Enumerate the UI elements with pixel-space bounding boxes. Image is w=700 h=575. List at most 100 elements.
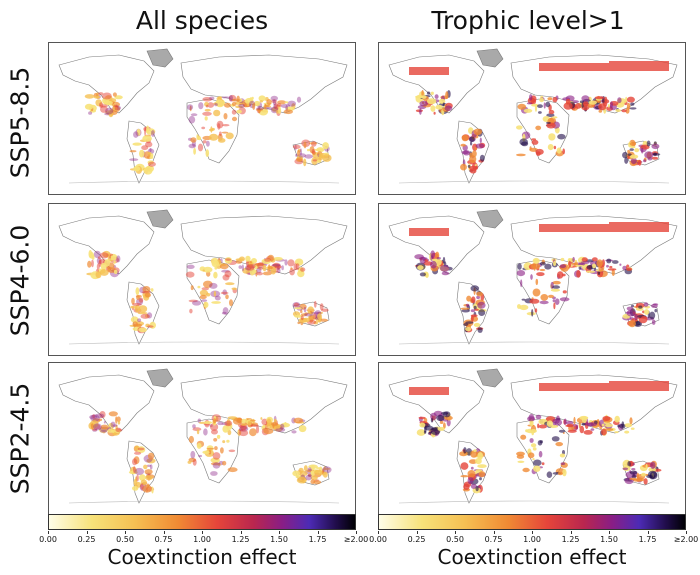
coextinction-patch	[552, 299, 556, 303]
colorbar-tick-label: 1.50	[270, 535, 288, 544]
coextinction-patch	[116, 255, 121, 263]
coextinction-patch	[594, 96, 605, 100]
coextinction-patch	[262, 106, 273, 110]
coextinction-patch	[317, 313, 322, 320]
coextinction-patch	[538, 424, 548, 429]
coextinction-patch	[603, 102, 608, 107]
coextinction-patch	[143, 166, 153, 175]
colorbar-right	[378, 514, 686, 530]
coextinction-patch	[629, 141, 637, 146]
coextinction-patch	[318, 318, 321, 323]
colorbar-tick-mark	[317, 531, 319, 534]
coextinction-patch	[280, 422, 290, 428]
coextinction-patch	[84, 103, 94, 110]
coextinction-patch	[527, 452, 535, 459]
colorbar-tick-mark	[356, 531, 357, 534]
coextinction-patch	[617, 424, 621, 428]
greenland-landmass	[476, 368, 504, 388]
coextinction-patch	[442, 256, 446, 264]
coextinction-patch	[217, 96, 222, 100]
antarctica-outline	[398, 180, 670, 184]
coextinction-patch	[295, 153, 298, 157]
coextinction-patch	[132, 458, 138, 466]
coextinction-patch	[296, 157, 303, 162]
greenland-landmass	[476, 48, 504, 68]
coextinction-patch	[475, 458, 482, 465]
coextinction-patch	[426, 91, 431, 95]
coextinction-patch	[99, 269, 109, 276]
coextinction-patch	[221, 96, 231, 99]
coextinction-patch	[99, 252, 109, 259]
coextinction-patch	[581, 422, 586, 426]
coextinction-patch	[295, 263, 300, 271]
coextinction-patch	[530, 262, 541, 270]
coextinction-patch	[297, 270, 305, 278]
coextinction-patch	[298, 425, 307, 433]
coextinction-patch	[465, 327, 472, 332]
coextinction-patch	[273, 257, 283, 261]
map-trophic-ssp585	[378, 42, 686, 195]
coextinction-patch	[216, 120, 224, 129]
coextinction-patch	[235, 105, 243, 109]
coextinction-patch	[95, 413, 105, 419]
coextinction-patch	[102, 92, 112, 100]
coextinction-patch	[634, 313, 638, 321]
coextinction-patch	[576, 424, 579, 430]
coextinction-patch	[227, 467, 238, 473]
coextinction-patch	[461, 309, 470, 313]
colorbar-tick-label: 0.75	[484, 535, 503, 544]
coextinction-patch	[311, 149, 316, 154]
coextinction-patch	[626, 102, 631, 110]
coextinction-patch	[470, 314, 478, 318]
coextinction-patch	[271, 99, 277, 103]
coextinction-patch	[262, 271, 272, 276]
coextinction-patch	[477, 452, 483, 460]
colorbar-tick-mark	[609, 531, 610, 534]
coextinction-patch	[240, 424, 247, 431]
coextinction-patch	[436, 414, 445, 422]
coextinction-patch	[199, 294, 207, 300]
coextinction-patch	[588, 100, 597, 105]
coextinction-patch	[278, 106, 282, 114]
coextinction-patch	[274, 265, 282, 269]
coextinction-patch	[227, 429, 232, 436]
landmass	[388, 54, 485, 114]
coextinction-patch	[638, 305, 643, 309]
landmass	[58, 54, 155, 114]
colorbar-tick-mark	[48, 531, 49, 534]
coextinction-patch	[254, 100, 261, 107]
coextinction-patch	[149, 321, 156, 329]
coextinction-patch	[434, 94, 439, 99]
landmass	[58, 215, 155, 275]
coextinction-patch	[310, 470, 315, 477]
coextinction-patch	[445, 91, 449, 100]
coextinction-patch	[590, 428, 595, 431]
coextinction-patch	[473, 322, 481, 327]
coextinction-patch	[213, 418, 217, 424]
coextinction-patch	[255, 425, 260, 434]
coextinction-patch	[112, 424, 118, 427]
coextinction-patch	[259, 100, 263, 103]
coextinction-patch	[279, 423, 285, 430]
coextinction-patch	[105, 107, 114, 115]
coextinction-patch	[543, 102, 546, 109]
coextinction-patch	[241, 418, 246, 424]
coextinction-patch	[631, 474, 637, 479]
coextinction-patch	[142, 286, 151, 293]
coextinction-patch	[580, 261, 590, 265]
coextinction-patch	[104, 259, 111, 267]
coextinction-patch	[299, 148, 302, 156]
greenland-landmass	[476, 209, 504, 229]
coextinction-patch	[231, 98, 241, 102]
colorbar-tick-label: 1.50	[600, 535, 618, 544]
column-title-trophic-level: Trophic level>1	[431, 6, 625, 35]
coextinction-patch	[266, 99, 272, 105]
coextinction-patch	[636, 303, 639, 309]
coextinction-patch	[562, 290, 567, 294]
coextinction-patch	[619, 263, 622, 266]
coextinction-patch	[198, 102, 204, 110]
coextinction-patch	[292, 470, 301, 477]
coextinction-patch	[539, 268, 546, 272]
coextinction-patch	[261, 418, 268, 426]
coextinction-patch	[651, 319, 656, 325]
